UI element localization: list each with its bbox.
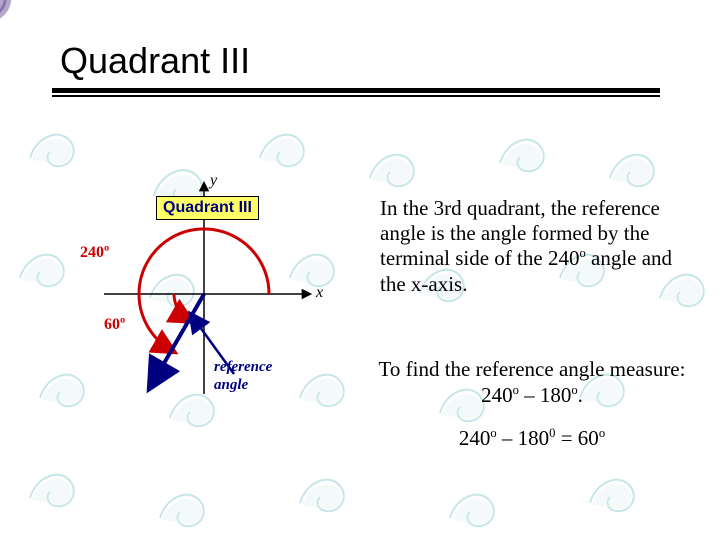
slide: Quadrant III <box>0 0 720 540</box>
corner-swirl-icon <box>0 0 18 36</box>
angle-240-label: 240º <box>80 244 109 262</box>
reference-label-line1: reference <box>214 359 272 376</box>
explanation-paragraph: In the 3rd quadrant, the reference angle… <box>380 196 680 297</box>
formula-line1: To find the reference angle measure: <box>379 357 686 381</box>
formula-line2: 240o – 180o. <box>481 383 583 407</box>
title-row: Quadrant III <box>60 40 670 96</box>
quadrant-diagram: Quadrant III 240º 60º x y reference angl… <box>74 164 334 414</box>
y-axis-label: y <box>210 172 217 190</box>
x-axis-label: x <box>316 284 323 302</box>
quadrant-label-box: Quadrant III <box>156 196 259 220</box>
reference-label-line2: angle <box>214 377 248 394</box>
result-paragraph: 240o – 1800 = 60o <box>332 426 720 451</box>
title-rule <box>60 88 670 96</box>
angle-60-label: 60º <box>104 316 125 334</box>
formula-paragraph: To find the reference angle measure: 240… <box>332 356 720 409</box>
page-title: Quadrant III <box>60 40 670 82</box>
